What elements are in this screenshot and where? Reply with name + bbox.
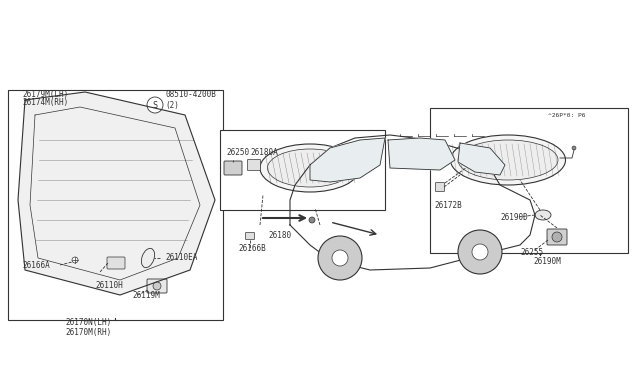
Polygon shape bbox=[388, 138, 455, 170]
Circle shape bbox=[370, 154, 374, 158]
FancyBboxPatch shape bbox=[248, 160, 260, 170]
Circle shape bbox=[318, 236, 362, 280]
Text: 26180: 26180 bbox=[268, 231, 291, 240]
Bar bbox=[220, 130, 385, 210]
Text: 26110EA: 26110EA bbox=[165, 253, 197, 263]
FancyBboxPatch shape bbox=[547, 229, 567, 245]
Circle shape bbox=[147, 97, 163, 113]
Text: 26166A: 26166A bbox=[22, 260, 50, 269]
Text: 26255: 26255 bbox=[520, 247, 543, 257]
Bar bbox=[8, 90, 223, 320]
FancyBboxPatch shape bbox=[147, 279, 167, 293]
FancyBboxPatch shape bbox=[224, 161, 242, 175]
Ellipse shape bbox=[268, 149, 353, 187]
Text: 08510-4200B
(2): 08510-4200B (2) bbox=[165, 90, 216, 110]
Polygon shape bbox=[458, 143, 505, 175]
Circle shape bbox=[458, 230, 502, 274]
Ellipse shape bbox=[141, 248, 155, 267]
Polygon shape bbox=[310, 138, 385, 182]
Circle shape bbox=[472, 244, 488, 260]
FancyBboxPatch shape bbox=[435, 183, 445, 192]
Ellipse shape bbox=[458, 140, 558, 180]
Text: S: S bbox=[152, 100, 157, 109]
Text: 26180A: 26180A bbox=[250, 148, 278, 157]
Circle shape bbox=[438, 144, 442, 148]
FancyBboxPatch shape bbox=[246, 232, 255, 240]
Polygon shape bbox=[18, 92, 215, 295]
Bar bbox=[430, 108, 628, 253]
Circle shape bbox=[552, 232, 562, 242]
Text: 26166B: 26166B bbox=[238, 244, 266, 253]
Circle shape bbox=[309, 217, 315, 223]
Ellipse shape bbox=[451, 135, 566, 185]
Text: 26190D: 26190D bbox=[500, 212, 528, 221]
Text: 26179M(LH): 26179M(LH) bbox=[22, 90, 68, 99]
Circle shape bbox=[332, 250, 348, 266]
Text: 26190M: 26190M bbox=[533, 257, 561, 266]
Text: 26170N(LH): 26170N(LH) bbox=[65, 318, 111, 327]
Ellipse shape bbox=[535, 210, 551, 220]
Text: 26119M: 26119M bbox=[132, 291, 160, 299]
Circle shape bbox=[72, 257, 78, 263]
Text: 26172B: 26172B bbox=[434, 201, 461, 209]
Text: ^26P*0: P6: ^26P*0: P6 bbox=[548, 112, 586, 118]
Text: 26110H: 26110H bbox=[95, 280, 123, 289]
Circle shape bbox=[153, 282, 161, 290]
Text: 26170M(RH): 26170M(RH) bbox=[65, 327, 111, 337]
Circle shape bbox=[572, 146, 576, 150]
Text: 26174M(RH): 26174M(RH) bbox=[22, 97, 68, 106]
FancyBboxPatch shape bbox=[107, 257, 125, 269]
Text: 26250: 26250 bbox=[226, 148, 249, 157]
Polygon shape bbox=[290, 135, 535, 270]
Ellipse shape bbox=[260, 144, 360, 192]
